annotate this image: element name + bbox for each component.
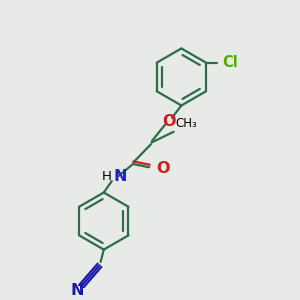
Text: H: H	[102, 170, 112, 183]
Text: N: N	[114, 169, 127, 184]
Text: CH₃: CH₃	[176, 117, 197, 130]
Text: O: O	[157, 161, 170, 176]
Text: O: O	[162, 114, 175, 129]
Text: Cl: Cl	[222, 55, 238, 70]
Text: N: N	[71, 283, 84, 298]
